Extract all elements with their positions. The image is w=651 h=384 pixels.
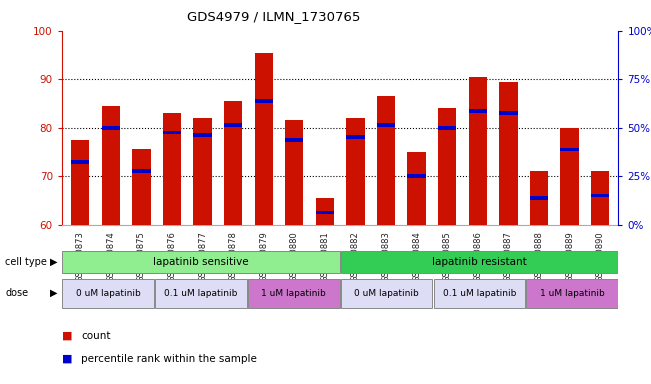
Bar <box>255 99 273 103</box>
Bar <box>434 279 525 308</box>
Bar <box>469 109 487 113</box>
Bar <box>561 128 579 225</box>
Bar <box>132 169 150 173</box>
Text: ■: ■ <box>62 354 72 364</box>
Bar <box>102 126 120 130</box>
Bar <box>316 198 334 225</box>
Bar <box>530 171 548 225</box>
Bar <box>193 118 212 225</box>
Text: lapatinib sensitive: lapatinib sensitive <box>153 257 249 267</box>
Bar <box>132 149 150 225</box>
Bar <box>526 279 618 308</box>
Bar <box>346 136 365 139</box>
Bar <box>155 279 247 308</box>
Text: 1 uM lapatinib: 1 uM lapatinib <box>262 289 326 298</box>
Bar <box>591 171 609 225</box>
Text: 1 uM lapatinib: 1 uM lapatinib <box>540 289 604 298</box>
Bar <box>255 53 273 225</box>
Bar <box>71 160 89 164</box>
Bar <box>340 279 432 308</box>
Text: 0.1 uM lapatinib: 0.1 uM lapatinib <box>164 289 238 298</box>
Bar <box>285 138 303 142</box>
Bar <box>224 123 242 127</box>
Text: 0.1 uM lapatinib: 0.1 uM lapatinib <box>443 289 516 298</box>
Text: ■: ■ <box>62 331 72 341</box>
Bar <box>438 126 456 130</box>
Bar <box>62 279 154 308</box>
Bar <box>248 279 340 308</box>
Bar <box>408 152 426 225</box>
Bar <box>346 118 365 225</box>
Text: count: count <box>81 331 111 341</box>
Text: percentile rank within the sample: percentile rank within the sample <box>81 354 257 364</box>
Bar <box>499 111 518 115</box>
Bar <box>62 251 340 273</box>
Text: 0 uM lapatinib: 0 uM lapatinib <box>354 289 419 298</box>
Bar <box>163 113 181 225</box>
Bar <box>408 174 426 178</box>
Text: dose: dose <box>5 288 29 298</box>
Bar <box>561 147 579 151</box>
Text: ▶: ▶ <box>49 257 57 267</box>
Text: lapatinib resistant: lapatinib resistant <box>432 257 527 267</box>
Bar <box>377 96 395 225</box>
Bar <box>316 210 334 214</box>
Bar <box>469 77 487 225</box>
Bar <box>224 101 242 225</box>
Bar <box>71 140 89 225</box>
Bar <box>193 133 212 137</box>
Bar <box>377 123 395 127</box>
Bar <box>499 82 518 225</box>
Bar <box>591 194 609 197</box>
Bar <box>285 121 303 225</box>
Bar <box>102 106 120 225</box>
Text: 0 uM lapatinib: 0 uM lapatinib <box>76 289 141 298</box>
Text: ▶: ▶ <box>49 288 57 298</box>
Bar <box>530 196 548 200</box>
Text: cell type: cell type <box>5 257 47 267</box>
Bar <box>163 131 181 134</box>
Bar <box>438 108 456 225</box>
Text: GDS4979 / ILMN_1730765: GDS4979 / ILMN_1730765 <box>187 10 360 23</box>
Bar <box>340 251 618 273</box>
